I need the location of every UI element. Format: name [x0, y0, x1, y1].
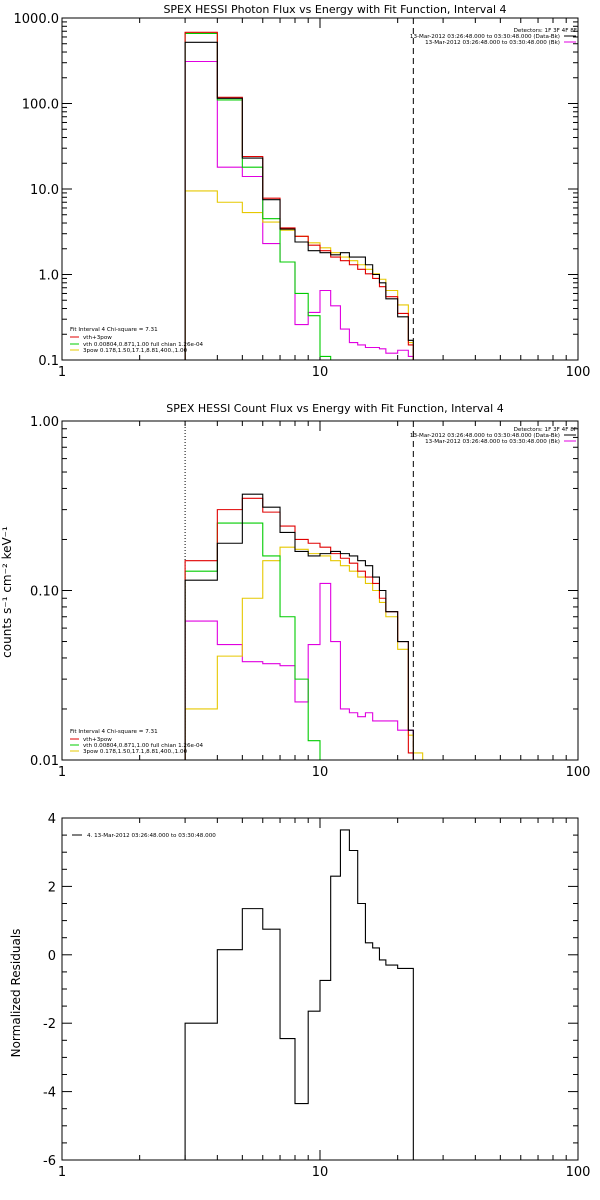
count-flux-x-tick-label: 100 — [566, 765, 591, 780]
count-flux-fit-entry-3pow: 3pow 0.178,1.50,17.1,8.81,400.,1.00 — [83, 749, 188, 755]
photon-flux-axes-frame — [61, 17, 579, 361]
count-flux-fit-header: Fit Interval 4 Chi-square = 7.31 — [70, 729, 158, 735]
count-flux-plot: 1 10 100 0.01 0.10 1.00 — [30, 415, 590, 780]
count-flux-fit-entry-total: vth+3pow — [83, 737, 112, 743]
photon-flux-y-tick-label: 0.1 — [38, 354, 59, 369]
residuals-panel: Normalized Residuals 1 10 100 -6 -4 -2 0 2 4 4. … — [9, 812, 590, 1180]
photon-flux-y-tick-label: 1.0 — [38, 269, 59, 284]
count-flux-fit-entry-vth: vth 0.00804,0.871,1.00 full chian 1.26e-… — [83, 743, 204, 749]
count-flux-title: SPEX HESSI Count Flux vs Energy with Fit… — [166, 402, 503, 415]
count-flux-series-bk — [184, 582, 423, 760]
residuals-series-group — [184, 829, 414, 1160]
photon-flux-y-tick-label: 100.0 — [22, 98, 59, 113]
residuals-y-tick-label: 2 — [48, 880, 56, 895]
count-flux-series-group — [184, 493, 424, 760]
count-flux-series-data-bk — [184, 493, 423, 760]
photon-flux-x-tick-label: 10 — [312, 365, 329, 380]
count-flux-ylabel: counts s⁻¹ cm⁻² keV⁻¹ — [0, 526, 14, 658]
photon-flux-legend-line-3: 13-Mar-2012 03:26:48.000 to 03:30:48.000… — [425, 40, 560, 46]
photon-flux-y-tick-label: 1000.0 — [14, 12, 60, 27]
count-flux-legend-line-2: 13-Mar-2012 03:26:48.000 to 03:30:48.000… — [410, 433, 560, 439]
count-flux-y-tick-label: 1.00 — [30, 415, 59, 430]
photon-flux-fit-entry-3pow: 3pow 0.178,1.50,17.1,8.81,400.,1.00 — [83, 348, 188, 354]
photon-flux-x-tick-label: 1 — [58, 365, 66, 380]
residuals-plot: 1 10 100 -6 -4 -2 0 2 4 — [43, 812, 590, 1180]
residuals-x-tick-label: 10 — [312, 1165, 329, 1180]
photon-flux-legend-line-1: Detectors: 1F 3F 4F 8F — [514, 28, 577, 34]
residuals-y-tick-label: -4 — [43, 1086, 56, 1101]
photon-flux-fit-entry-total: vth+3pow — [83, 335, 112, 341]
count-flux-legend-line-1: Detectors: 1F 3F 4F 8F — [514, 427, 577, 433]
residuals-ylabel: Normalized Residuals — [9, 929, 23, 1058]
count-flux-legend-line-3: 13-Mar-2012 03:26:48.000 to 03:30:48.000… — [425, 439, 560, 445]
residuals-y-tick-label: 0 — [48, 949, 56, 964]
count-flux-y-tick-label: 0.01 — [30, 754, 59, 769]
count-flux-y-tick-label: 0.10 — [30, 585, 59, 600]
count-flux-panel: SPEX HESSI Count Flux vs Energy with Fit… — [0, 402, 590, 780]
count-flux-axes-frame — [61, 420, 579, 761]
residuals-y-tick-label: -2 — [43, 1017, 56, 1032]
residuals-x-tick-label: 100 — [566, 1165, 591, 1180]
photon-flux-title: SPEX HESSI Photon Flux vs Energy with Fi… — [163, 3, 506, 16]
photon-flux-legend-line-2: 13-Mar-2012 03:26:48.000 to 03:30:48.000… — [410, 34, 560, 40]
residuals-legend-text: 4. 13-Mar-2012 03:26:48.000 to 03:30:48.… — [87, 833, 216, 839]
residuals-y-tick-label: -6 — [43, 1154, 56, 1169]
photon-flux-panel: SPEX HESSI Photon Flux vs Energy with Fi… — [14, 3, 591, 380]
photon-flux-fit-entry-vth: vth 0.00804,0.871,1.00 full chian 1.26e-… — [83, 342, 204, 348]
photon-flux-y-tick-label: 10.0 — [30, 183, 59, 198]
photon-flux-x-tick-label: 100 — [566, 365, 591, 380]
residuals-axes-frame — [61, 817, 579, 1161]
residuals-y-ticks — [62, 817, 578, 1161]
residuals-x-tick-label: 1 — [58, 1165, 66, 1180]
photon-flux-plot: 1 10 100 0.1 1.0 10.0 100.0 1000.0 — [14, 12, 591, 380]
count-flux-x-tick-label: 10 — [312, 765, 329, 780]
count-flux-x-tick-label: 1 — [58, 765, 66, 780]
photon-flux-series-group — [184, 31, 414, 360]
residuals-series-4-13-mar-2012-03-26-48-000-to-03-30-48-000 — [184, 829, 414, 1160]
photon-flux-fit-header: Fit Interval 4 Chi-square = 7.31 — [70, 327, 158, 333]
residuals-y-tick-label: 4 — [48, 812, 56, 827]
count-flux-series-vth — [184, 522, 423, 760]
photon-flux-series-data-bk — [184, 41, 414, 360]
